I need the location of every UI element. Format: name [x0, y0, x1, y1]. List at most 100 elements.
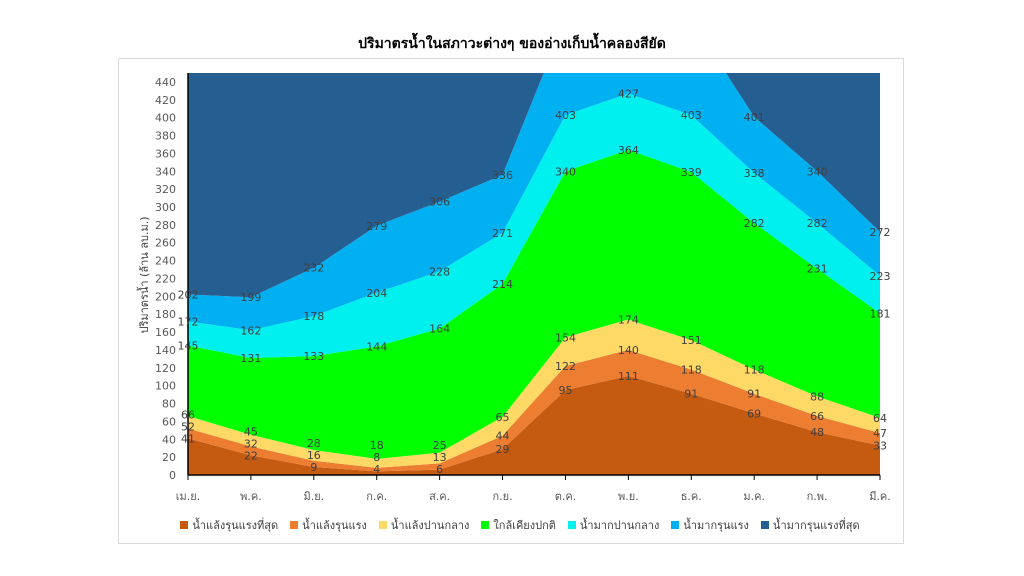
legend-swatch: [180, 521, 189, 529]
legend-item: น้ำแล้งปานกลาง: [378, 516, 470, 534]
data-label: 364: [618, 144, 639, 157]
data-label: 231: [807, 263, 828, 276]
area-2: [188, 349, 880, 472]
data-label: 111: [618, 370, 639, 383]
data-label: 154: [555, 331, 576, 344]
legend-item: น้ำแล้งรุนแรง: [290, 516, 367, 534]
legend-label: น้ำแล้งปานกลาง: [390, 519, 470, 532]
data-label: 338: [744, 167, 765, 180]
y-tick-label: 440: [155, 76, 176, 89]
area-7: [188, 73, 880, 298]
x-tick-label: เม.ย.: [176, 490, 200, 503]
data-label: 427: [618, 88, 639, 101]
data-label: 66: [181, 408, 195, 421]
y-tick-label: 160: [155, 326, 176, 339]
y-tick-label: 280: [155, 219, 176, 232]
legend-item: น้ำมากปานกลาง: [567, 516, 660, 534]
legend-label: น้ำมากปานกลาง: [579, 519, 660, 532]
data-label: 282: [807, 217, 828, 230]
data-label: 69: [747, 407, 761, 420]
data-label: 9: [310, 461, 317, 474]
data-label: 16: [307, 449, 321, 462]
data-label: 66: [810, 410, 824, 423]
x-tick-label: ก.พ.: [807, 490, 828, 503]
legend-swatch: [671, 521, 680, 529]
data-label: 336: [492, 169, 513, 182]
legend-swatch: [290, 521, 299, 529]
area-1: [188, 375, 880, 475]
data-label: 178: [303, 310, 324, 323]
y-tick-label: 320: [155, 183, 176, 196]
data-label: 164: [429, 322, 450, 335]
y-tick-label: 220: [155, 272, 176, 285]
legend-swatch: [378, 521, 387, 529]
data-label: 232: [303, 262, 324, 275]
x-tick-label: พ.ย.: [618, 490, 639, 503]
data-label: 91: [747, 388, 761, 401]
legend-item: ใกล้เคียงปกติ: [481, 516, 556, 534]
data-label: 118: [744, 364, 765, 377]
y-tick-label: 400: [155, 112, 176, 125]
data-label: 88: [810, 390, 824, 403]
data-label: 44: [496, 430, 510, 443]
data-label: 131: [240, 352, 261, 365]
data-label: 28: [307, 437, 321, 450]
x-tick-label: พ.ค.: [240, 490, 262, 503]
data-label: 41: [181, 432, 195, 445]
area-5: [188, 93, 880, 358]
data-label: 403: [555, 109, 576, 122]
data-label: 181: [870, 307, 891, 320]
data-label: 174: [618, 314, 639, 327]
chart-title: ปริมาตรน้ำในสภาวะต่างๆ ของอ่างเก็บน้ำคลอ…: [358, 36, 666, 52]
data-label: 122: [555, 360, 576, 373]
data-label: 22: [244, 449, 258, 462]
data-label: 272: [870, 226, 891, 239]
y-tick-label: 200: [155, 290, 176, 303]
data-label: 340: [807, 165, 828, 178]
legend-swatch: [567, 521, 576, 529]
y-tick-label: 40: [162, 433, 176, 446]
y-tick-label: 260: [155, 237, 176, 250]
legend-label: น้ำแล้งรุนแรง: [302, 519, 367, 532]
data-label: 45: [244, 425, 258, 438]
legend: น้ำแล้งรุนแรงที่สุด น้ำแล้งรุนแรง น้ำแล้งป…: [160, 516, 880, 534]
x-tick-label: ก.ค.: [366, 490, 387, 503]
y-tick-label: 420: [155, 94, 176, 107]
data-label: 214: [492, 278, 513, 291]
x-tick-label: มิ.ย.: [303, 490, 324, 503]
legend-label: น้ำมากรุนแรงที่สุด: [772, 519, 860, 532]
chart-frame: [118, 58, 904, 544]
legend-label: น้ำแล้งรุนแรงที่สุด: [192, 519, 279, 532]
data-label: 65: [496, 411, 510, 424]
y-tick-label: 140: [155, 344, 176, 357]
y-tick-label: 20: [162, 451, 176, 464]
data-label: 162: [240, 324, 261, 337]
data-label: 140: [618, 344, 639, 357]
data-label: 271: [492, 227, 513, 240]
data-label: 228: [429, 265, 450, 278]
data-label: 306: [429, 196, 450, 209]
legend-item: น้ำแล้งรุนแรงที่สุด: [180, 516, 278, 534]
data-label: 282: [744, 217, 765, 230]
data-label: 25: [433, 439, 447, 452]
x-tick-label: ก.ย.: [492, 490, 512, 503]
data-label: 33: [873, 440, 887, 453]
y-tick-label: 360: [155, 147, 176, 160]
data-label: 52: [181, 420, 195, 433]
y-tick-label: 0: [169, 469, 176, 482]
legend-label: น้ำมากรุนแรง: [683, 519, 749, 532]
area-6: [188, 73, 880, 331]
data-label: 6: [436, 463, 443, 476]
y-tick-label: 180: [155, 308, 176, 321]
data-label: 32: [244, 437, 258, 450]
legend-item: น้ำมากรุนแรง: [671, 516, 749, 534]
x-tick-label: ธ.ค.: [681, 490, 702, 503]
data-label: 48: [810, 426, 824, 439]
y-tick-label: 380: [155, 130, 176, 143]
y-tick-label: 60: [162, 415, 176, 428]
data-label: 8: [373, 451, 380, 464]
data-label: 199: [240, 291, 261, 304]
y-tick-label: 240: [155, 255, 176, 268]
data-label: 4: [373, 463, 380, 476]
